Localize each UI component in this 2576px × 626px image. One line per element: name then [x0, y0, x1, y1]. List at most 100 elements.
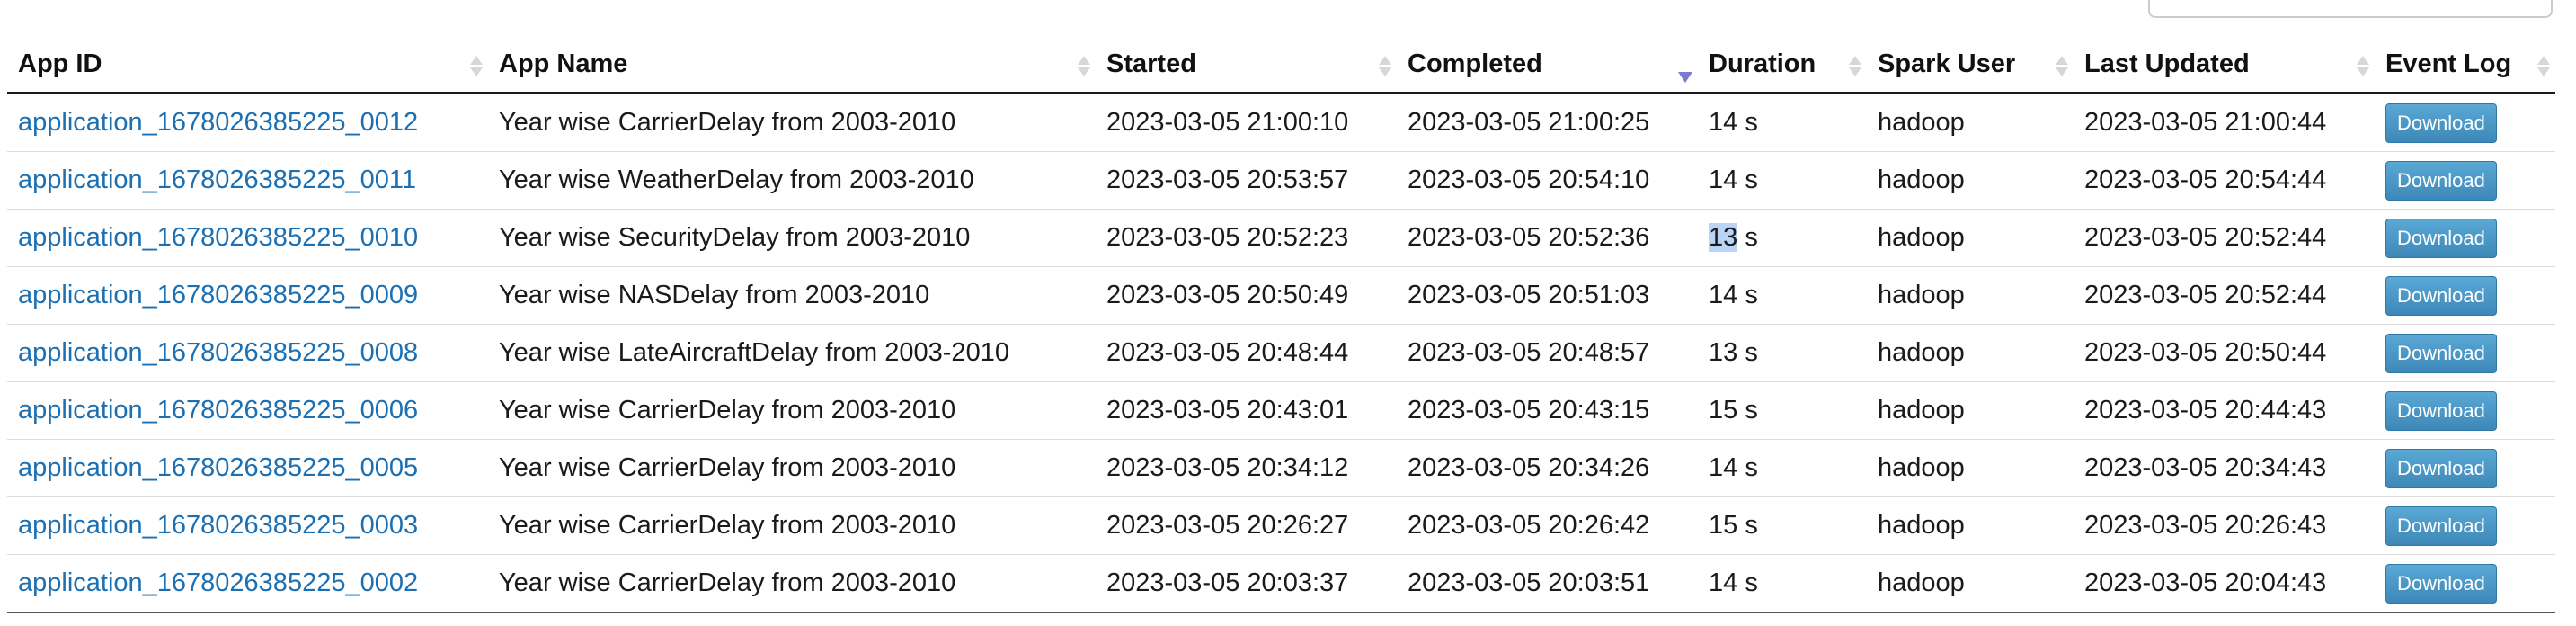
last-updated-cell: 2023-03-05 20:04:43 [2074, 554, 2375, 613]
app-name-cell: Year wise LateAircraftDelay from 2003-20… [488, 324, 1096, 382]
column-header-started[interactable]: Started [1096, 36, 1397, 94]
duration-unit: s [1737, 281, 1758, 309]
app-id-cell: application_1678026385225_0009 [7, 266, 488, 325]
duration-unit: s [1737, 338, 1758, 367]
column-header-spark-user[interactable]: Spark User [1867, 36, 2074, 94]
app-id-link[interactable]: application_1678026385225_0006 [18, 396, 419, 425]
spark-user-cell: hadoop [1867, 381, 2074, 440]
app-name-cell: Year wise CarrierDelay from 2003-2010 [488, 381, 1096, 440]
column-header-app-name[interactable]: App Name [488, 36, 1096, 94]
started-cell: 2023-03-05 20:26:27 [1096, 496, 1397, 555]
last-updated-cell: 2023-03-05 21:00:44 [2074, 93, 2375, 152]
column-header-completed[interactable]: Completed [1397, 36, 1698, 94]
sort-descending-icon[interactable] [1678, 72, 1692, 83]
duration-value-selected: 13 [1709, 223, 1738, 252]
event-log-cell: Download [2375, 151, 2555, 210]
duration-unit: s [1737, 568, 1758, 597]
spark-user-cell: hadoop [1867, 439, 2074, 497]
column-header-label: App ID [18, 49, 102, 78]
column-header-last-updated[interactable]: Last Updated [2074, 36, 2375, 94]
spark-user-cell: hadoop [1867, 151, 2074, 210]
duration-cell: 14 s [1698, 439, 1867, 497]
spark-user-cell: hadoop [1867, 554, 2074, 613]
completed-cell: 2023-03-05 20:54:10 [1397, 151, 1698, 210]
app-id-cell: application_1678026385225_0011 [7, 151, 488, 210]
last-updated-cell: 2023-03-05 20:52:44 [2074, 209, 2375, 267]
app-id-link[interactable]: application_1678026385225_0003 [18, 511, 419, 540]
event-log-cell: Download [2375, 93, 2555, 152]
spark-user-cell: hadoop [1867, 324, 2074, 382]
download-button[interactable]: Download [2385, 275, 2497, 316]
download-button[interactable]: Download [2385, 390, 2497, 431]
column-header-label: Completed [1408, 49, 1542, 78]
duration-cell: 13 s [1698, 209, 1867, 267]
app-id-link[interactable]: application_1678026385225_0005 [18, 453, 419, 482]
completed-cell: 2023-03-05 20:52:36 [1397, 209, 1698, 267]
app-id-cell: application_1678026385225_0008 [7, 324, 488, 382]
spark-user-cell: hadoop [1867, 496, 2074, 555]
app-name-cell: Year wise CarrierDelay from 2003-2010 [488, 496, 1096, 555]
sort-both-icon[interactable] [1849, 56, 1861, 77]
app-name-cell: Year wise SecurityDelay from 2003-2010 [488, 209, 1096, 267]
sort-both-icon[interactable] [470, 56, 483, 77]
spark-user-cell: hadoop [1867, 209, 2074, 267]
app-id-cell: application_1678026385225_0005 [7, 439, 488, 497]
search-input[interactable] [2148, 0, 2553, 18]
download-button[interactable]: Download [2385, 218, 2497, 258]
download-button[interactable]: Download [2385, 448, 2497, 488]
event-log-cell: Download [2375, 324, 2555, 382]
app-id-link[interactable]: application_1678026385225_0010 [18, 223, 419, 252]
sort-both-icon[interactable] [2357, 56, 2369, 77]
duration-unit: s [1737, 165, 1758, 194]
duration-cell: 14 s [1698, 93, 1867, 152]
completed-cell: 2023-03-05 20:03:51 [1397, 554, 1698, 613]
column-header-label: Started [1106, 49, 1196, 78]
column-header-duration[interactable]: Duration [1698, 36, 1867, 94]
last-updated-cell: 2023-03-05 20:50:44 [2074, 324, 2375, 382]
column-header-label: Duration [1709, 49, 1817, 78]
table-row: application_1678026385225_0006 Year wise… [7, 381, 2555, 440]
table-row: application_1678026385225_0010 Year wise… [7, 209, 2555, 267]
column-header-app-id[interactable]: App ID [7, 36, 488, 94]
app-id-cell: application_1678026385225_0010 [7, 209, 488, 267]
sort-both-icon[interactable] [1379, 56, 1391, 77]
sort-both-icon[interactable] [1078, 56, 1090, 77]
download-button[interactable]: Download [2385, 160, 2497, 201]
sort-both-icon[interactable] [2056, 56, 2068, 77]
duration-unit: s [1737, 223, 1758, 252]
last-updated-cell: 2023-03-05 20:52:44 [2074, 266, 2375, 325]
duration-unit: s [1737, 108, 1758, 137]
spark-user-cell: hadoop [1867, 93, 2074, 152]
download-button[interactable]: Download [2385, 103, 2497, 143]
table-row: application_1678026385225_0005 Year wise… [7, 439, 2555, 497]
app-id-link[interactable]: application_1678026385225_0011 [18, 165, 416, 194]
last-updated-cell: 2023-03-05 20:26:43 [2074, 496, 2375, 555]
app-id-cell: application_1678026385225_0012 [7, 93, 488, 152]
column-header-event-log[interactable]: Event Log [2375, 36, 2555, 94]
completed-cell: 2023-03-05 20:26:42 [1397, 496, 1698, 555]
last-updated-cell: 2023-03-05 20:34:43 [2074, 439, 2375, 497]
duration-value: 14 [1709, 165, 1738, 194]
app-id-link[interactable]: application_1678026385225_0012 [18, 108, 419, 137]
app-id-link[interactable]: application_1678026385225_0008 [18, 338, 419, 367]
started-cell: 2023-03-05 20:34:12 [1096, 439, 1397, 497]
app-id-link[interactable]: application_1678026385225_0002 [18, 568, 419, 597]
table-row: application_1678026385225_0008 Year wise… [7, 324, 2555, 382]
event-log-cell: Download [2375, 496, 2555, 555]
app-id-cell: application_1678026385225_0002 [7, 554, 488, 613]
table-row: application_1678026385225_0009 Year wise… [7, 266, 2555, 325]
sort-both-icon[interactable] [2537, 56, 2550, 77]
app-name-cell: Year wise CarrierDelay from 2003-2010 [488, 554, 1096, 613]
duration-cell: 13 s [1698, 324, 1867, 382]
app-name-cell: Year wise NASDelay from 2003-2010 [488, 266, 1096, 325]
duration-value: 14 [1709, 281, 1738, 309]
app-id-link[interactable]: application_1678026385225_0009 [18, 281, 419, 309]
download-button[interactable]: Download [2385, 505, 2497, 546]
duration-cell: 14 s [1698, 151, 1867, 210]
download-button[interactable]: Download [2385, 563, 2497, 604]
event-log-cell: Download [2375, 209, 2555, 267]
started-cell: 2023-03-05 20:53:57 [1096, 151, 1397, 210]
download-button[interactable]: Download [2385, 333, 2497, 373]
column-header-label: Event Log [2385, 49, 2512, 78]
completed-cell: 2023-03-05 20:48:57 [1397, 324, 1698, 382]
